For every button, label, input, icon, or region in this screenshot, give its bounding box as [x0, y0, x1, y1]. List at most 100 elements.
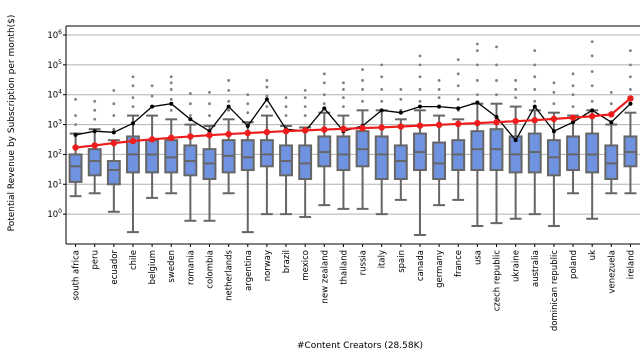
- outlier-point: [437, 96, 441, 99]
- median-trend-point: [359, 124, 366, 132]
- y-tick-label: 106: [47, 29, 62, 41]
- mean-point: [398, 110, 403, 115]
- outlier-point: [342, 96, 345, 99]
- outlier-point: [533, 49, 537, 53]
- y-tick-label: 103: [47, 119, 62, 131]
- outlier-point: [265, 79, 269, 82]
- x-tick-label: norway: [263, 250, 273, 281]
- x-tick-label: france: [454, 250, 464, 277]
- box-chile: [126, 75, 140, 234]
- outlier-point: [418, 54, 422, 58]
- outlier-point: [456, 97, 460, 101]
- mean-point: [437, 104, 442, 109]
- x-tick-label: spain: [397, 250, 407, 273]
- box-body: [298, 144, 313, 181]
- outlier-point: [495, 45, 498, 49]
- box-australia: [527, 49, 542, 216]
- outlier-point: [284, 105, 288, 108]
- outlier-point: [227, 79, 231, 82]
- box-france: [451, 58, 466, 201]
- outlier-point: [514, 88, 518, 91]
- outlier-point: [380, 99, 384, 103]
- box-poland: [566, 72, 580, 195]
- outlier-point: [322, 93, 326, 97]
- x-tick-label: colombia: [206, 250, 216, 289]
- box-peru: [87, 99, 102, 195]
- outlier-point: [495, 79, 498, 82]
- median-trend-point: [550, 115, 558, 123]
- box-body: [336, 135, 351, 172]
- outlier-point: [418, 75, 422, 79]
- median-trend-point: [301, 127, 309, 134]
- outlier-point: [456, 72, 460, 76]
- box-argentina: [240, 93, 255, 234]
- axes: [65, 25, 640, 245]
- outlier-point: [514, 79, 518, 82]
- box-mexico: [298, 88, 313, 219]
- box-body: [393, 144, 408, 181]
- outlier-point: [169, 88, 173, 91]
- median-trend-point: [187, 133, 194, 140]
- outlier-point: [112, 88, 116, 92]
- outlier-point: [188, 92, 192, 95]
- mean-point: [92, 129, 97, 134]
- grid-lines: [66, 34, 640, 215]
- y-tick-label: 101: [47, 178, 62, 190]
- y-axis-label: Potential Revenue by Subscription per mo…: [7, 15, 17, 232]
- mean-point: [226, 104, 231, 109]
- outlier-point: [571, 72, 575, 76]
- y-tick-label: 100: [47, 208, 62, 220]
- mean-point: [571, 120, 576, 125]
- outlier-point: [590, 40, 594, 44]
- box-italy: [374, 63, 389, 216]
- outlier-point: [265, 85, 269, 89]
- mean-point: [73, 132, 78, 137]
- x-tick-label: argentina: [244, 250, 254, 291]
- outlier-point: [169, 81, 173, 85]
- outlier-point: [112, 127, 116, 131]
- median-trend-point: [321, 126, 328, 133]
- median-trend-point: [110, 139, 118, 147]
- outlier-point: [609, 102, 613, 106]
- median-trend-point: [588, 113, 596, 120]
- x-tick-label: mexico: [301, 250, 311, 281]
- mean-point: [322, 106, 327, 111]
- median-trend-point: [72, 144, 79, 151]
- y-tick-label: 102: [47, 148, 62, 160]
- x-tick-label: dominican republic: [550, 250, 560, 331]
- median-trend-point: [474, 119, 481, 127]
- box-new-zealand: [317, 72, 332, 207]
- outlier-point: [418, 63, 422, 67]
- median-trend-point: [435, 121, 443, 129]
- box-canada: [413, 54, 427, 237]
- x-tick-label: sweden: [167, 250, 177, 283]
- box-germany: [432, 79, 447, 207]
- outlier-point: [303, 88, 307, 92]
- x-tick-label: usa: [473, 250, 483, 265]
- box-dominican-republic: [546, 81, 561, 228]
- x-tick-label: netherlands: [225, 249, 235, 300]
- outlier-point: [552, 81, 556, 85]
- mean-point: [264, 97, 269, 102]
- mean-point: [245, 123, 250, 128]
- box-body: [604, 144, 619, 181]
- box-sweden: [164, 75, 179, 195]
- mean-point: [111, 130, 116, 135]
- x-tick-label: russia: [359, 250, 369, 275]
- outlier-point: [380, 63, 384, 67]
- outlier-point: [533, 99, 537, 103]
- outlier-point: [361, 88, 364, 91]
- outlier-point: [169, 75, 173, 79]
- outlier-point: [227, 108, 231, 112]
- median-trend-point: [225, 130, 232, 138]
- outlier-point: [265, 105, 269, 108]
- box-brazil: [279, 96, 293, 216]
- x-tick-label: thailand: [339, 250, 349, 285]
- outlier-point: [303, 96, 307, 99]
- outlier-point: [93, 99, 97, 103]
- outlier-point: [322, 102, 326, 106]
- outlier-point: [571, 93, 575, 97]
- median-trend-point: [569, 114, 577, 121]
- mean-point: [169, 101, 174, 106]
- outlier-point: [131, 84, 135, 88]
